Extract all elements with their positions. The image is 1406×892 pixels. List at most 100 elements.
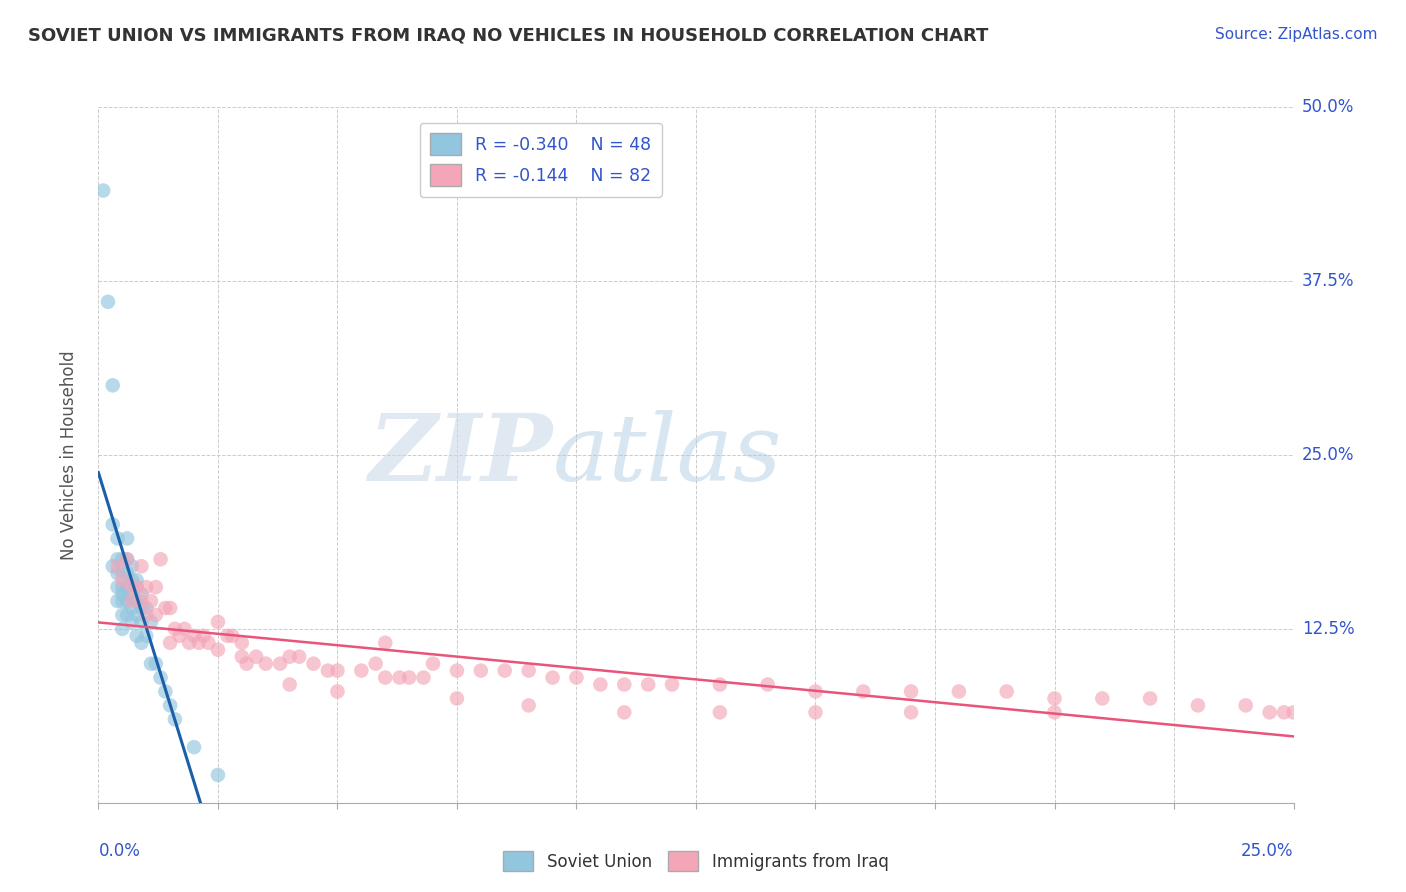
Point: [111, 573, 134, 587]
Point: [131, 587, 153, 601]
Point: [446, 691, 468, 706]
Point: [1187, 698, 1209, 713]
Point: [139, 657, 162, 671]
Point: [111, 580, 134, 594]
Point: [995, 684, 1018, 698]
Point: [125, 580, 148, 594]
Point: [135, 601, 157, 615]
Point: [316, 664, 339, 678]
Point: [101, 517, 124, 532]
Point: [254, 657, 277, 671]
Point: [302, 657, 325, 671]
Point: [125, 607, 148, 622]
Point: [1091, 691, 1114, 706]
Point: [217, 629, 239, 643]
Text: 25.0%: 25.0%: [1241, 842, 1294, 860]
Point: [350, 664, 373, 678]
Point: [1282, 706, 1305, 720]
Point: [107, 559, 129, 574]
Point: [470, 664, 492, 678]
Point: [125, 573, 148, 587]
Text: 12.5%: 12.5%: [1302, 620, 1354, 638]
Point: [709, 677, 731, 691]
Text: ZIP: ZIP: [368, 410, 553, 500]
Point: [446, 664, 468, 678]
Point: [422, 657, 444, 671]
Point: [145, 580, 167, 594]
Point: [613, 706, 636, 720]
Point: [115, 532, 138, 546]
Point: [125, 580, 148, 594]
Point: [517, 664, 540, 678]
Point: [1043, 691, 1066, 706]
Point: [121, 594, 143, 608]
Point: [245, 649, 267, 664]
Point: [173, 622, 195, 636]
Point: [121, 587, 143, 601]
Text: 25.0%: 25.0%: [1302, 446, 1354, 464]
Point: [1272, 706, 1295, 720]
Point: [163, 622, 186, 636]
Point: [101, 559, 124, 574]
Point: [111, 552, 134, 566]
Point: [115, 552, 138, 566]
Point: [278, 649, 301, 664]
Point: [111, 594, 134, 608]
Point: [125, 629, 148, 643]
Point: [121, 615, 143, 629]
Point: [183, 629, 205, 643]
Point: [231, 649, 253, 664]
Point: [278, 677, 301, 691]
Point: [900, 706, 922, 720]
Point: [115, 580, 138, 594]
Point: [179, 636, 201, 650]
Point: [183, 740, 205, 755]
Point: [541, 671, 564, 685]
Point: [107, 532, 129, 546]
Point: [131, 594, 153, 608]
Point: [121, 559, 143, 574]
Point: [149, 552, 172, 566]
Point: [207, 615, 229, 629]
Point: [107, 566, 129, 581]
Point: [107, 580, 129, 594]
Point: [115, 594, 138, 608]
Text: Source: ZipAtlas.com: Source: ZipAtlas.com: [1215, 27, 1378, 42]
Point: [412, 671, 434, 685]
Point: [187, 636, 209, 650]
Point: [288, 649, 311, 664]
Point: [111, 566, 134, 581]
Point: [398, 671, 420, 685]
Point: [115, 566, 138, 581]
Point: [388, 671, 411, 685]
Point: [207, 768, 229, 782]
Y-axis label: No Vehicles in Household: No Vehicles in Household: [59, 350, 77, 560]
Point: [121, 580, 143, 594]
Point: [131, 615, 153, 629]
Point: [131, 636, 153, 650]
Point: [149, 671, 172, 685]
Text: atlas: atlas: [553, 410, 782, 500]
Point: [269, 657, 291, 671]
Point: [111, 607, 134, 622]
Point: [221, 629, 243, 643]
Point: [135, 607, 157, 622]
Text: 0.0%: 0.0%: [98, 842, 141, 860]
Point: [159, 636, 181, 650]
Point: [756, 677, 779, 691]
Legend: Soviet Union, Immigrants from Iraq: Soviet Union, Immigrants from Iraq: [496, 845, 896, 878]
Point: [900, 684, 922, 698]
Point: [494, 664, 516, 678]
Point: [661, 677, 683, 691]
Point: [231, 636, 253, 650]
Point: [1234, 698, 1257, 713]
Point: [948, 684, 970, 698]
Point: [193, 629, 215, 643]
Point: [91, 184, 114, 198]
Text: 37.5%: 37.5%: [1302, 272, 1354, 290]
Point: [1043, 706, 1066, 720]
Text: 50.0%: 50.0%: [1302, 98, 1354, 116]
Point: [169, 629, 191, 643]
Point: [235, 657, 257, 671]
Point: [145, 657, 167, 671]
